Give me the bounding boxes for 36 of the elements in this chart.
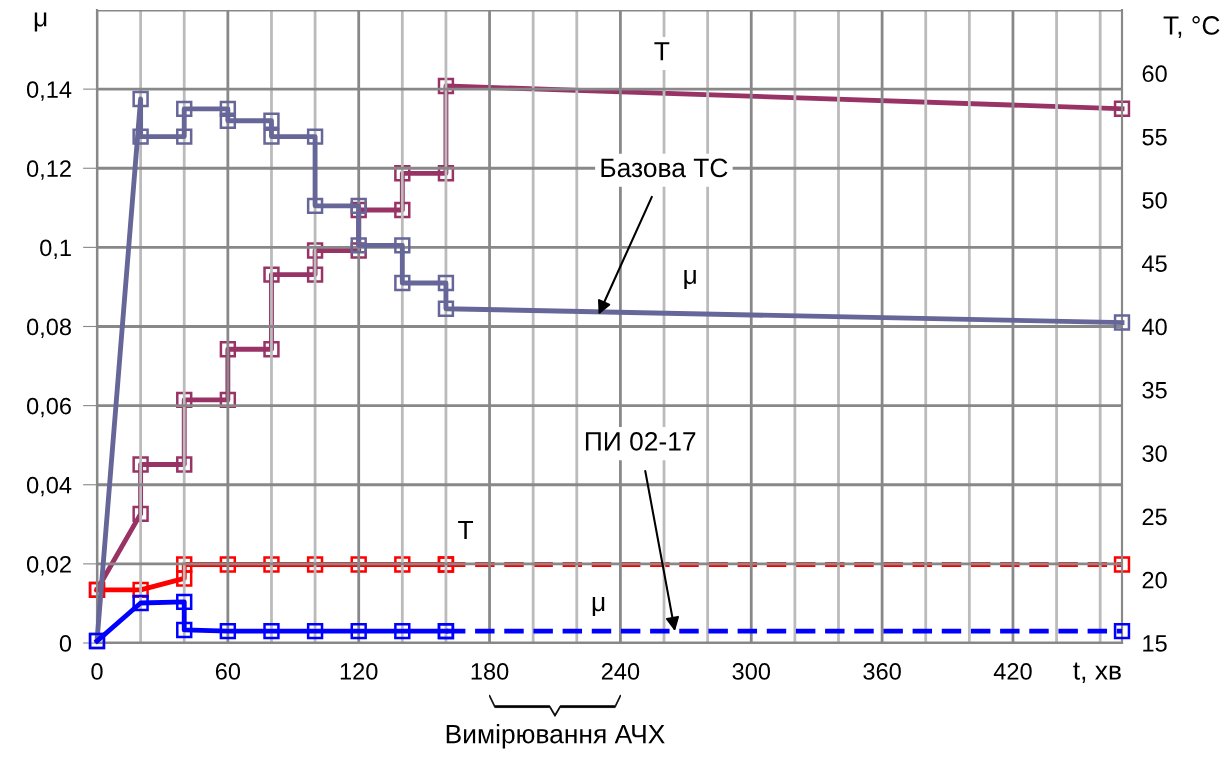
x-tick-label: 240 — [601, 663, 640, 680]
x-axis-title: t, хв — [1073, 662, 1121, 683]
x-tick-label: 180 — [471, 663, 509, 680]
y2-tick-label: 30 — [1142, 445, 1167, 462]
y2-tick-label: 40 — [1141, 318, 1167, 336]
y2-tick-label: 55 — [1142, 128, 1167, 146]
y-tick-label: 0,04 — [26, 476, 72, 497]
x-tick-label: 0 — [91, 663, 103, 680]
y-tick-label: 0 — [59, 635, 72, 652]
annotation: ПИ 02-17 — [585, 432, 696, 451]
y-axis-title: μ — [34, 12, 47, 32]
y2-tick-label: 25 — [1142, 508, 1167, 526]
annotation: μ — [684, 269, 696, 289]
y2-tick-label: 15 — [1143, 635, 1167, 652]
x-tick-label: 360 — [863, 663, 901, 680]
y-tick-label: 0,14 — [26, 81, 72, 101]
y2-tick-label: 20 — [1142, 571, 1167, 589]
x-tick-label: 420 — [993, 663, 1032, 680]
text: Вимірювання АЧХ — [446, 724, 665, 749]
y2-tick-label: 45 — [1141, 255, 1167, 272]
y-tick-label: 0,02 — [26, 555, 71, 576]
annotation: Базова ТС — [601, 158, 728, 178]
x-tick-label: 120 — [340, 663, 378, 680]
y-tick-label: 0,1 — [40, 239, 71, 259]
y-tick-label: 0,12 — [26, 160, 71, 180]
y-tick-label: 0,08 — [26, 318, 71, 339]
y2-tick-label: 60 — [1142, 65, 1167, 83]
y2-axis-title: T, °C — [1163, 16, 1220, 38]
annotation: T — [654, 42, 670, 61]
y2-tick-label: 50 — [1142, 191, 1167, 209]
annotation: T — [458, 520, 474, 540]
x-tick-label: 60 — [215, 663, 241, 680]
y-tick-label: 0,06 — [26, 397, 71, 418]
x-tick-label: 300 — [732, 663, 771, 680]
y2-tick-label: 35 — [1142, 381, 1167, 399]
annotation: μ — [592, 597, 605, 617]
